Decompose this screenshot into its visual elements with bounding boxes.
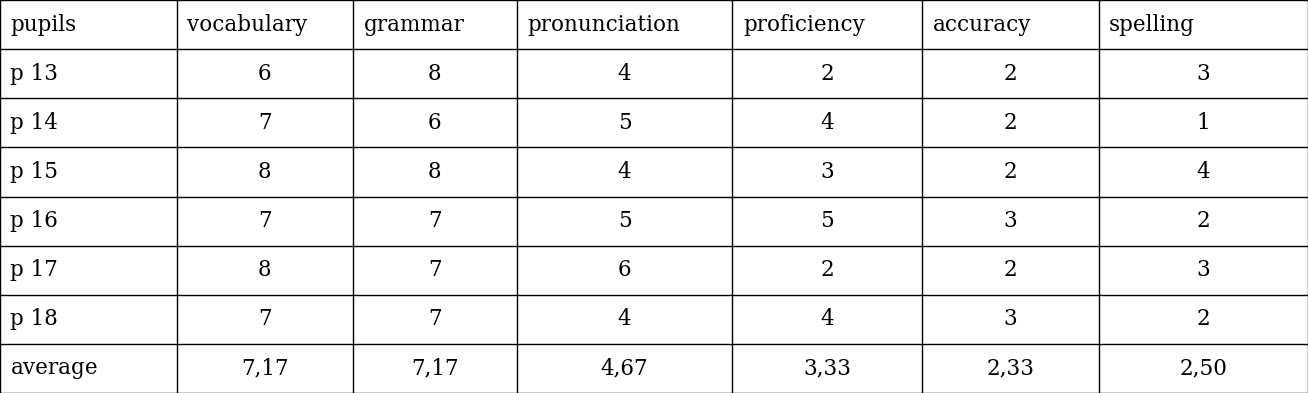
Text: 1: 1 (1197, 112, 1210, 134)
Text: 7: 7 (258, 112, 272, 134)
Text: 2: 2 (820, 63, 835, 84)
Text: 2: 2 (1003, 112, 1018, 134)
Text: proficiency: proficiency (743, 14, 865, 35)
Text: 3: 3 (1003, 210, 1018, 232)
Text: 5: 5 (617, 112, 632, 134)
Text: p 15: p 15 (10, 161, 59, 183)
Text: 8: 8 (428, 161, 442, 183)
Text: 7,17: 7,17 (241, 358, 289, 379)
Text: p 14: p 14 (10, 112, 59, 134)
Text: p 18: p 18 (10, 309, 59, 330)
Text: 4: 4 (617, 63, 632, 84)
Text: grammar: grammar (364, 14, 464, 35)
Text: pronunciation: pronunciation (527, 14, 680, 35)
Text: 2: 2 (1197, 309, 1210, 330)
Text: 6: 6 (258, 63, 272, 84)
Text: 6: 6 (428, 112, 442, 134)
Text: 3: 3 (820, 161, 835, 183)
Text: 7: 7 (428, 210, 442, 232)
Text: 3: 3 (1003, 309, 1018, 330)
Text: 3: 3 (1197, 63, 1210, 84)
Text: 4,67: 4,67 (600, 358, 649, 379)
Text: 5: 5 (820, 210, 835, 232)
Text: 2: 2 (1003, 259, 1018, 281)
Text: p 16: p 16 (10, 210, 59, 232)
Text: 8: 8 (258, 161, 272, 183)
Text: 8: 8 (428, 63, 442, 84)
Text: spelling: spelling (1109, 14, 1196, 35)
Text: 2: 2 (1197, 210, 1210, 232)
Text: 7,17: 7,17 (411, 358, 459, 379)
Text: 4: 4 (617, 309, 632, 330)
Text: 7: 7 (428, 259, 442, 281)
Text: accuracy: accuracy (933, 14, 1031, 35)
Text: 2,33: 2,33 (986, 358, 1035, 379)
Text: 7: 7 (258, 210, 272, 232)
Text: pupils: pupils (10, 14, 77, 35)
Text: 4: 4 (820, 112, 835, 134)
Text: p 13: p 13 (10, 63, 59, 84)
Text: 4: 4 (1197, 161, 1210, 183)
Text: 4: 4 (617, 161, 632, 183)
Text: 7: 7 (258, 309, 272, 330)
Text: 7: 7 (428, 309, 442, 330)
Text: p 17: p 17 (10, 259, 59, 281)
Text: 3: 3 (1197, 259, 1210, 281)
Text: average: average (10, 358, 98, 379)
Text: 3,33: 3,33 (803, 358, 852, 379)
Text: 2: 2 (1003, 63, 1018, 84)
Text: 4: 4 (820, 309, 835, 330)
Text: 2,50: 2,50 (1180, 358, 1227, 379)
Text: 2: 2 (820, 259, 835, 281)
Text: vocabulary: vocabulary (187, 14, 307, 35)
Text: 8: 8 (258, 259, 272, 281)
Text: 5: 5 (617, 210, 632, 232)
Text: 2: 2 (1003, 161, 1018, 183)
Text: 6: 6 (617, 259, 632, 281)
